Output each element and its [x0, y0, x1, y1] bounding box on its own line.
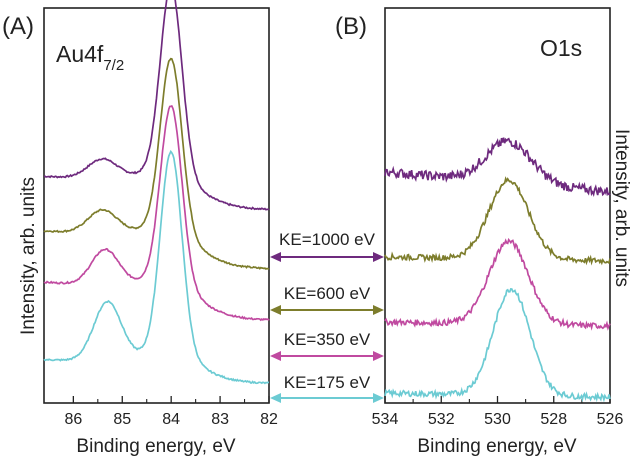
- series-line: [43, 149, 269, 385]
- ke-arrowhead-right: [373, 393, 384, 403]
- x-tick-label: 528: [540, 411, 567, 428]
- ke-arrowhead-right: [373, 305, 384, 315]
- series-line: [384, 137, 611, 198]
- x-tick-label: 534: [372, 411, 399, 428]
- ke-arrowhead-right: [373, 351, 384, 361]
- x-tick-label: 530: [484, 411, 511, 428]
- ke-arrowhead-left: [270, 351, 281, 361]
- x-tick-label: 83: [211, 411, 229, 428]
- x-tick-label: 526: [597, 411, 624, 428]
- x-tick-label: 84: [162, 411, 180, 428]
- panel-a-frame: [43, 7, 270, 404]
- series-line: [384, 237, 611, 331]
- panel-b-peak-label: O1s: [540, 35, 582, 61]
- panel-a-x-ticks: 86 85 84 83 82: [64, 396, 278, 428]
- series-line: [43, 0, 270, 211]
- x-tick-label: 532: [428, 411, 455, 428]
- panel-b-x-ticks: 534 532 530 528 526: [372, 396, 624, 428]
- series-line: [43, 104, 270, 322]
- panel-b-ylabel: Intensity, arb. units: [611, 129, 632, 287]
- panel-b-frame: [384, 7, 611, 404]
- x-tick-label: 85: [113, 411, 131, 428]
- panel-b-curves: [384, 137, 611, 403]
- ke-label-350: KE=350 eV: [284, 330, 371, 349]
- ke-label-175: KE=175 eV: [284, 373, 371, 392]
- x-tick-label: 82: [260, 411, 278, 428]
- ke-arrowhead-right: [373, 252, 384, 262]
- series-line: [384, 287, 611, 403]
- panel-b-xlabel: Binding energy, eV: [417, 436, 576, 457]
- ke-label-600: KE=600 eV: [284, 284, 371, 303]
- panel-a-label: (A): [2, 13, 34, 40]
- ke-arrowhead-left: [270, 393, 281, 403]
- peak-label-subscript: 7/2: [103, 57, 124, 74]
- series-line: [384, 176, 611, 266]
- peak-label-main: Au4f: [56, 41, 104, 67]
- panel-a-curves: [43, 0, 270, 385]
- x-tick-label: 86: [64, 411, 82, 428]
- panel-b-label: (B): [335, 13, 367, 40]
- panel-a-ylabel: Intensity, arb. units: [18, 177, 39, 335]
- panel-a-peak-label: Au4f7/2: [56, 41, 124, 74]
- ke-arrowhead-left: [270, 252, 281, 262]
- ke-arrows: [270, 252, 384, 403]
- ke-label-1000: KE=1000 eV: [279, 230, 376, 249]
- series-line: [43, 57, 270, 271]
- ke-arrowhead-left: [270, 305, 281, 315]
- panel-a-xlabel: Binding energy, eV: [76, 436, 235, 457]
